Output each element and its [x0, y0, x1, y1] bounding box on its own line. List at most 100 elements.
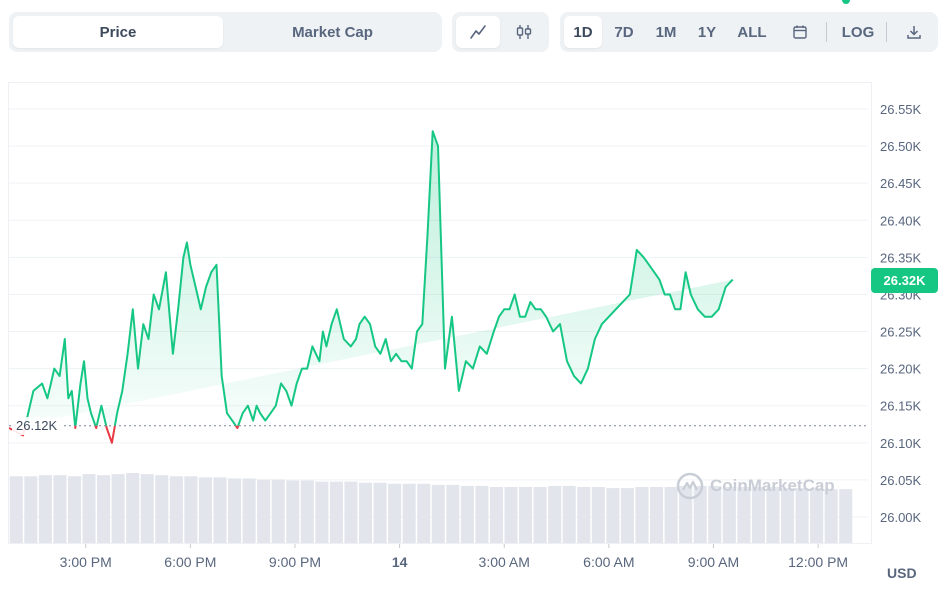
watermark: CoinMarketCap — [676, 472, 835, 500]
current-price-badge: 26.32K — [871, 267, 938, 293]
volume-bar — [810, 488, 824, 543]
volume-bar — [82, 474, 96, 543]
volume-bar — [373, 482, 387, 543]
price-area-fill — [19, 131, 733, 426]
volume-bar — [53, 475, 67, 543]
volume-bar — [562, 485, 576, 543]
volume-bar — [650, 487, 664, 543]
metric-tab-group: Price Market Cap — [9, 12, 442, 52]
volume-bar — [111, 474, 125, 543]
volume-bar — [24, 476, 38, 543]
toolbar-divider — [826, 22, 827, 42]
y-tick-label: 26.55K — [880, 102, 922, 117]
volume-bar — [213, 477, 227, 543]
y-tick-label: 26.10K — [880, 436, 922, 451]
reference-price-label: 26.12K — [12, 416, 62, 435]
volume-bar — [228, 478, 242, 543]
volume-bar — [198, 477, 212, 543]
volume-bar — [606, 488, 620, 543]
x-axis: 3:00 PM 6:00 PM 9:00 PM 14 3:00 AM 6:00 AM 9:0… — [60, 543, 848, 570]
range-1y-button[interactable]: 1Y — [697, 23, 717, 41]
volume-bar — [155, 475, 169, 543]
volume-bar — [795, 488, 809, 543]
volume-bars — [9, 473, 853, 543]
y-tick-label: 26.15K — [880, 399, 922, 414]
x-tick-label: 3:00 PM — [60, 554, 112, 570]
volume-bar — [766, 487, 780, 543]
volume-bar — [620, 488, 634, 543]
volume-bar — [693, 485, 707, 543]
line-chart-button[interactable] — [456, 16, 500, 48]
volume-bar — [38, 475, 52, 543]
volume-bar — [315, 481, 329, 543]
toolbar-divider — [886, 22, 887, 42]
volume-bar — [489, 487, 504, 543]
x-tick-label: 9:00 AM — [688, 554, 739, 570]
volume-bar — [737, 487, 751, 543]
y-tick-label: 26.05K — [880, 473, 922, 488]
y-tick-label: 26.50K — [880, 139, 922, 154]
volume-bar — [286, 480, 300, 543]
range-1d-button[interactable]: 1D — [564, 16, 602, 48]
volume-bar — [271, 479, 285, 543]
currency-label: USD — [887, 565, 917, 581]
volume-bar — [169, 476, 183, 543]
volume-bar — [751, 487, 765, 543]
calendar-icon — [793, 25, 807, 39]
volume-bar — [533, 487, 547, 543]
range-all-button[interactable]: ALL — [737, 23, 767, 41]
coinmarketcap-logo-icon — [676, 472, 704, 500]
volume-bar — [446, 484, 460, 543]
volume-bar — [67, 476, 82, 543]
volume-bar — [504, 487, 518, 543]
volume-bar — [664, 487, 678, 543]
volume-bar — [722, 487, 736, 543]
y-tick-label: 26.20K — [880, 362, 922, 377]
volume-bar — [475, 485, 489, 543]
y-tick-label: 26.35K — [880, 250, 922, 265]
candlestick-button[interactable] — [502, 16, 546, 48]
chart-frame — [8, 82, 872, 544]
volume-bar — [358, 482, 373, 543]
y-tick-label: 26.00K — [880, 510, 922, 525]
volume-bar — [591, 487, 605, 543]
chart-toolbar: Price Market Cap 1D 7D 1M 1Y ALL — [0, 12, 952, 52]
x-tick-label: 3:00 AM — [479, 554, 530, 570]
volume-bar — [679, 485, 693, 543]
volume-bar — [257, 479, 271, 543]
y-tick-label: 26.45K — [880, 176, 922, 191]
volume-bar — [9, 476, 23, 543]
x-tick-label: 14 — [392, 554, 408, 570]
x-tick-label: 9:00 PM — [269, 554, 321, 570]
volume-bar — [548, 485, 562, 543]
volume-bar — [242, 478, 256, 543]
range-1m-button[interactable]: 1M — [655, 23, 677, 41]
y-axis: 26.55K26.50K26.45K26.40K26.35K26.30K26.2… — [880, 102, 922, 525]
current-price-dot — [842, 0, 851, 4]
volume-bar — [460, 485, 474, 543]
volume-bar — [344, 481, 358, 543]
tab-price[interactable]: Price — [13, 16, 223, 48]
volume-bar — [519, 487, 533, 543]
volume-bar — [635, 487, 649, 543]
tab-market-cap[interactable]: Market Cap — [292, 23, 373, 41]
volume-bar — [780, 488, 795, 543]
candlestick-icon — [516, 25, 532, 39]
volume-bar — [577, 487, 591, 543]
price-series — [8, 0, 868, 444]
calendar-button[interactable] — [782, 16, 818, 48]
range-7d-button[interactable]: 7D — [614, 23, 634, 41]
volume-bar — [140, 474, 154, 543]
y-tick-label: 26.25K — [880, 325, 922, 340]
y-tick-label: 26.40K — [880, 213, 922, 228]
volume-bar — [431, 484, 445, 543]
volume-bar — [708, 485, 722, 543]
volume-bar — [97, 475, 111, 543]
volume-bar — [300, 480, 314, 543]
x-tick-label: 12:00 PM — [788, 554, 848, 570]
download-button[interactable] — [896, 16, 932, 48]
line-chart-icon — [470, 25, 486, 39]
volume-bar — [839, 489, 853, 543]
log-scale-button[interactable]: LOG — [841, 23, 875, 41]
